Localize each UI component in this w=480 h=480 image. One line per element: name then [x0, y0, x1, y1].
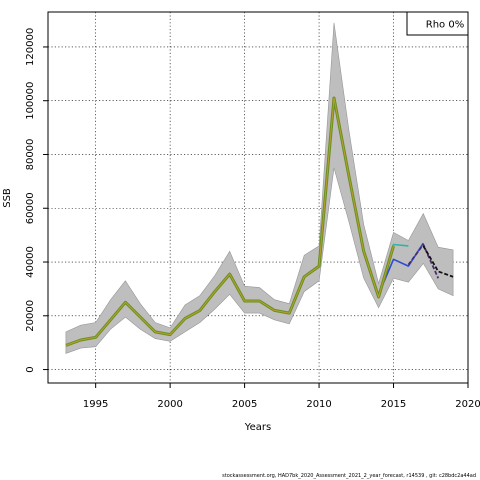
series-peel-4	[422, 245, 454, 278]
confidence-band	[65, 22, 454, 354]
footer-credit: stockassessment.org, HAD7bk_2020_Assessm…	[222, 473, 476, 479]
x-tick-label: 2005	[232, 399, 257, 410]
legend: Rho 0%	[406, 11, 469, 36]
y-tick-label: 40000	[25, 246, 36, 278]
x-tick-label: 2010	[306, 399, 331, 410]
x-tick-label: 2020	[455, 399, 480, 410]
y-axis-title: SSB	[2, 188, 13, 208]
x-axis-title: Years	[244, 422, 271, 433]
y-tick-label: 100000	[25, 82, 36, 120]
legend-label: Rho 0%	[426, 20, 464, 31]
plot-frame	[47, 11, 469, 384]
series-lines	[65, 96, 454, 347]
y-tick-label: 60000	[25, 192, 36, 224]
y-tick-label: 0	[25, 366, 36, 372]
x-tick-label: 2000	[157, 399, 182, 410]
legend-box	[406, 11, 469, 36]
y-tick-label: 20000	[25, 300, 36, 332]
x-tick-label: 1995	[83, 399, 108, 410]
x-tick-label: 2015	[381, 399, 406, 410]
series-main-overlay	[65, 97, 394, 346]
ci-band	[65, 22, 454, 354]
axes: 1995 2000 2005 2010 2015 2020 0 20000 40000 60000…	[25, 28, 480, 410]
y-tick-label: 120000	[25, 28, 36, 66]
y-tick-label: 80000	[25, 139, 36, 171]
series-peel-3	[407, 243, 440, 279]
